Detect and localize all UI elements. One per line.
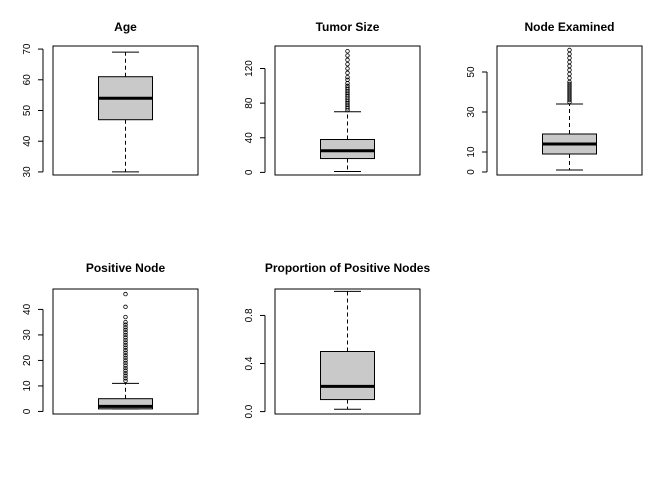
y-tick-label: 30 bbox=[22, 329, 33, 341]
y-tick-label: 0 bbox=[244, 169, 255, 175]
outlier-point bbox=[123, 360, 128, 366]
outlier-point bbox=[567, 47, 572, 53]
outlier-point bbox=[345, 53, 350, 58]
outlier-point bbox=[567, 71, 572, 77]
chart-title: Age bbox=[114, 20, 137, 34]
y-tick-label: 0 bbox=[22, 408, 33, 414]
outlier-point bbox=[123, 330, 128, 335]
outlier-point bbox=[567, 59, 572, 65]
iqr-box bbox=[320, 139, 375, 160]
outlier-point bbox=[123, 353, 128, 358]
chart-title: Proportion of Positive Nodes bbox=[265, 261, 431, 275]
outlier-point bbox=[123, 345, 128, 350]
outlier-point bbox=[123, 322, 128, 327]
y-tick-label: 80 bbox=[244, 97, 255, 109]
y-tick-label: 70 bbox=[22, 43, 33, 55]
y-tick-label: 30 bbox=[466, 106, 477, 118]
outlier-point bbox=[123, 368, 128, 373]
y-tick-label: 0 bbox=[466, 169, 477, 175]
y-tick-label: 10 bbox=[466, 146, 477, 158]
boxplot-panel: Positive Node 0 10 20 30 40 bbox=[22, 261, 199, 415]
outlier-point bbox=[123, 358, 128, 363]
outlier-point bbox=[123, 350, 128, 355]
outlier-point bbox=[123, 355, 128, 361]
boxplot-panel: Tumor Size 0 40 80 120 bbox=[244, 20, 421, 176]
outlier-point bbox=[123, 337, 128, 343]
y-tick-label: 10 bbox=[22, 380, 33, 392]
outlier-point bbox=[567, 63, 572, 69]
chart-title: Tumor Size bbox=[316, 20, 380, 34]
plot-frame bbox=[274, 45, 421, 176]
outlier-point bbox=[123, 314, 128, 320]
outlier-point bbox=[123, 332, 128, 338]
plot-frame bbox=[52, 45, 199, 176]
outlier-point bbox=[123, 319, 128, 325]
outlier-point bbox=[345, 70, 350, 76]
y-tick-label: 0.8 bbox=[244, 308, 255, 322]
outlier-point bbox=[567, 75, 572, 81]
outlier-point bbox=[567, 67, 572, 73]
outlier-point bbox=[123, 376, 128, 381]
iqr-box bbox=[98, 398, 153, 410]
chart-title: Node Examined bbox=[524, 20, 614, 34]
outlier-point bbox=[123, 340, 128, 345]
outlier-point bbox=[345, 66, 350, 71]
boxplot-panel: Node Examined 0 10 30 50 bbox=[466, 20, 643, 176]
outlier-point bbox=[123, 325, 128, 330]
boxplot-panel: Age 30 40 50 60 70 bbox=[22, 20, 199, 178]
chart-title: Positive Node bbox=[86, 261, 166, 275]
boxplot-panel: Proportion of Positive Nodes 0.0 0.4 0.8 bbox=[244, 261, 430, 419]
outlier-point bbox=[345, 83, 350, 89]
y-tick-label: 40 bbox=[22, 135, 33, 147]
y-tick-label: 60 bbox=[22, 74, 33, 86]
y-tick-label: 40 bbox=[244, 132, 255, 144]
outlier-point bbox=[345, 61, 350, 67]
outlier-point bbox=[123, 363, 128, 368]
outlier-point bbox=[123, 342, 128, 348]
y-tick-label: 0.4 bbox=[244, 356, 255, 370]
outlier-point bbox=[123, 348, 128, 353]
outlier-point bbox=[123, 370, 128, 376]
outlier-point bbox=[123, 365, 128, 371]
outlier-point bbox=[123, 373, 128, 378]
outlier-point bbox=[567, 81, 572, 87]
plot-frame bbox=[52, 288, 199, 415]
outlier-point bbox=[345, 81, 350, 86]
y-tick-label: 50 bbox=[22, 105, 33, 117]
y-tick-label: 0.0 bbox=[244, 404, 255, 418]
y-tick-label: 50 bbox=[466, 66, 477, 78]
y-tick-label: 20 bbox=[22, 354, 33, 366]
plot-frame bbox=[274, 288, 421, 415]
outlier-point bbox=[567, 51, 572, 57]
plot-frame bbox=[496, 45, 643, 176]
iqr-box bbox=[320, 351, 375, 401]
y-tick-label: 40 bbox=[22, 303, 33, 315]
outlier-point bbox=[345, 77, 350, 82]
outlier-point bbox=[567, 55, 572, 61]
y-tick-label: 120 bbox=[244, 60, 255, 77]
outlier-point bbox=[345, 48, 350, 54]
outlier-point bbox=[123, 304, 128, 310]
outlier-point bbox=[345, 74, 350, 80]
y-tick-label: 30 bbox=[22, 166, 33, 178]
outlier-point bbox=[123, 327, 128, 333]
outlier-point bbox=[123, 378, 128, 384]
outlier-point bbox=[345, 85, 350, 90]
outlier-point bbox=[345, 57, 350, 63]
outlier-point bbox=[123, 291, 128, 297]
outlier-point bbox=[123, 335, 128, 340]
